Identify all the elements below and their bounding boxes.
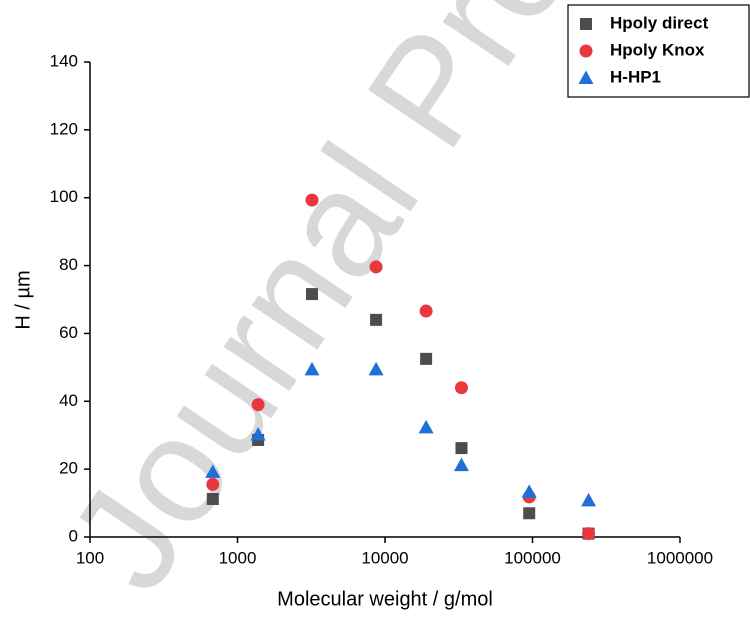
y-tick-label: 60 <box>59 323 78 342</box>
y-tick-label: 100 <box>50 187 78 206</box>
marker-triangle <box>418 419 434 434</box>
x-tick-label: 10000 <box>361 548 408 567</box>
marker-circle <box>579 44 593 58</box>
x-tick-label: 100000 <box>504 548 561 567</box>
marker-square <box>206 493 219 505</box>
marker-square <box>455 442 468 455</box>
marker-circle <box>454 381 468 395</box>
legend-label: Hpoly direct <box>610 13 709 32</box>
y-axis-label: H / µm <box>12 270 34 329</box>
marker-triangle <box>578 70 594 84</box>
marker-triangle <box>581 492 597 507</box>
marker-triangle <box>453 457 469 472</box>
marker-square <box>370 313 383 326</box>
marker-circle <box>582 527 596 541</box>
marker-circle <box>251 398 265 412</box>
marker-triangle <box>205 464 221 478</box>
marker-circle <box>419 304 433 318</box>
x-axis-label: Molecular weight / g/mol <box>277 588 493 610</box>
marker-square <box>580 18 592 30</box>
marker-triangle <box>521 484 537 498</box>
marker-circle <box>305 193 319 207</box>
legend-box <box>567 4 750 98</box>
x-tick-label: 100 <box>76 548 104 567</box>
y-tick-label: 120 <box>50 119 78 138</box>
legend-label: H-HP1 <box>610 67 661 86</box>
y-tick-label: 80 <box>59 255 78 274</box>
y-tick-label: 0 <box>69 526 78 545</box>
y-tick-label: 140 <box>50 51 78 70</box>
marker-triangle <box>250 427 266 441</box>
y-tick-label: 20 <box>59 459 78 478</box>
x-tick-label: 1000000 <box>647 548 713 567</box>
x-tick-label: 1000 <box>219 548 257 567</box>
marker-circle <box>206 477 220 491</box>
marker-square <box>306 288 319 301</box>
marker-square <box>420 352 433 365</box>
marker-triangle <box>304 361 320 376</box>
marker-circle <box>369 260 383 274</box>
y-tick-label: 40 <box>59 391 78 410</box>
marker-square <box>523 507 536 520</box>
marker-triangle <box>368 361 384 376</box>
legend-label: Hpoly Knox <box>610 40 705 59</box>
watermark: Journal Pre <box>36 0 604 617</box>
